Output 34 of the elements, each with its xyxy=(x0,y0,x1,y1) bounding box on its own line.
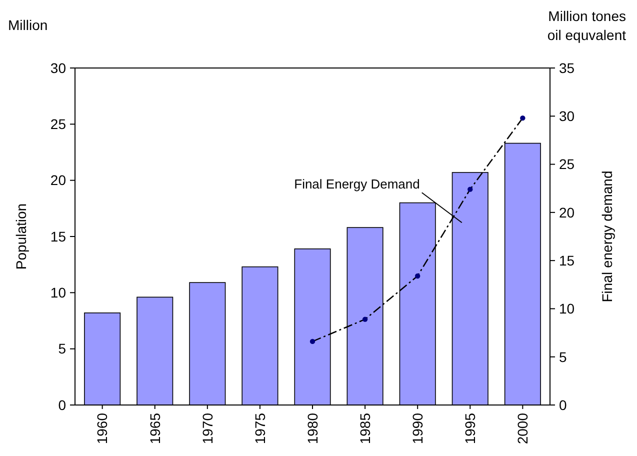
y-tick-label: 10 xyxy=(50,284,66,301)
x-tick-label: 1960 xyxy=(94,412,110,444)
y-tick-label: 15 xyxy=(50,228,66,244)
x-tick-label: 1980 xyxy=(304,412,320,444)
text: Final Energy Demand xyxy=(294,176,420,192)
x-tick-label: 1975 xyxy=(252,412,268,444)
y2-tick-label: 35 xyxy=(559,60,575,76)
y-tick-label: 30 xyxy=(50,60,66,76)
y2-tick-label: 15 xyxy=(559,252,575,268)
point xyxy=(310,338,316,344)
x-tick-label: 1970 xyxy=(199,412,216,444)
point xyxy=(362,316,368,322)
x-tick-label: 1990 xyxy=(409,412,426,444)
point xyxy=(520,115,526,121)
point xyxy=(468,186,473,192)
y-axis-title: Population xyxy=(13,203,29,270)
x-tick-label: 1985 xyxy=(356,412,373,444)
y-tick-label: 25 xyxy=(50,116,66,132)
y2-tick-label: 0 xyxy=(559,396,567,413)
x-tick-label: 1965 xyxy=(146,412,163,444)
y-tick-label: 0 xyxy=(58,396,66,413)
x-tick-label: 1995 xyxy=(462,412,478,444)
y2-axis-title: Final energy demand xyxy=(599,170,615,302)
y-tick-label: 20 xyxy=(50,172,66,188)
y2-tick-label: 30 xyxy=(559,108,575,124)
text: Million tones oil equvalent xyxy=(547,8,626,43)
y2-tick-label: 25 xyxy=(559,156,575,172)
y2-tick-label: 10 xyxy=(559,300,575,317)
x-tick-label: 2000 xyxy=(514,412,531,444)
text: Million xyxy=(8,17,48,33)
point xyxy=(414,273,420,279)
y2-tick-label: 5 xyxy=(559,348,567,365)
y2-tick-label: 20 xyxy=(559,204,575,220)
y-tick-label: 5 xyxy=(58,340,66,357)
